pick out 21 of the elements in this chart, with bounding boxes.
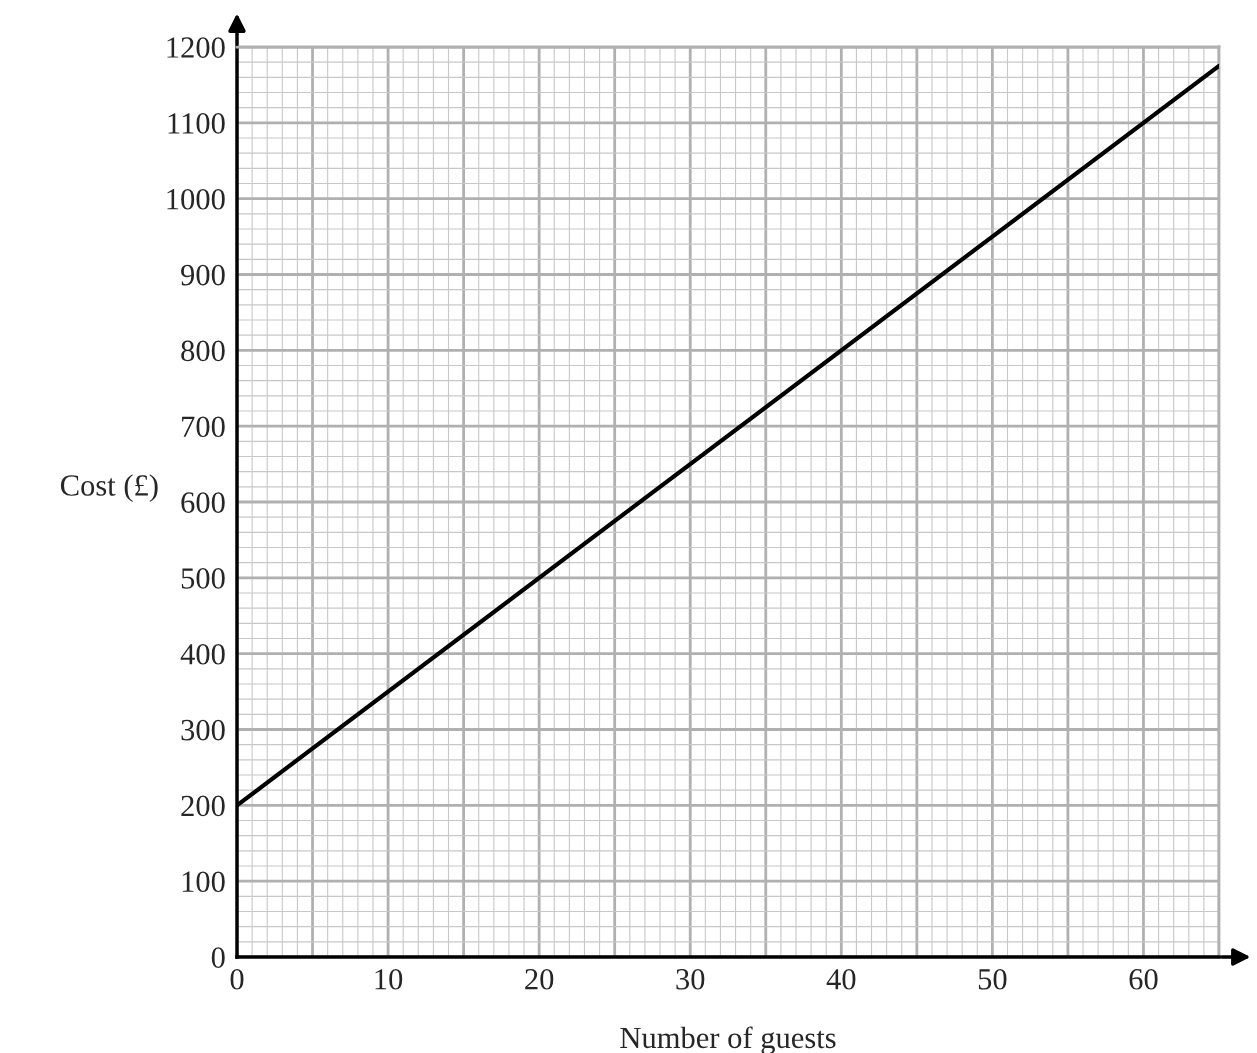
y-tick-label: 400 bbox=[180, 643, 225, 665]
y-tick-label: 200 bbox=[181, 795, 225, 817]
y-tick-label: 1000 bbox=[167, 188, 225, 210]
x-tick-label: 40 bbox=[826, 968, 856, 990]
x-tick-label: 20 bbox=[525, 968, 554, 990]
y-tick-label: 0 bbox=[211, 947, 225, 968]
y-tick-label: 700 bbox=[182, 416, 225, 438]
y-tick-label: 900 bbox=[181, 264, 225, 286]
y-tick-label: 100 bbox=[182, 871, 225, 893]
y-tick-label: 800 bbox=[181, 340, 225, 362]
x-tick-label: 60 bbox=[1129, 968, 1158, 990]
y-tick-label: 1200 bbox=[167, 37, 225, 58]
y-tick-label: 500 bbox=[181, 568, 225, 589]
x-tick-label: 0 bbox=[230, 968, 244, 990]
y-axis-title: Cost (£) bbox=[60, 474, 158, 502]
y-tick-label: 600 bbox=[181, 492, 225, 513]
x-tick-label: 10 bbox=[375, 968, 403, 990]
x-tick-label: 30 bbox=[676, 968, 705, 990]
y-tick-label: 300 bbox=[181, 719, 225, 741]
x-tick-label: 50 bbox=[978, 968, 1007, 990]
y-tick-label: 1100 bbox=[168, 113, 225, 134]
